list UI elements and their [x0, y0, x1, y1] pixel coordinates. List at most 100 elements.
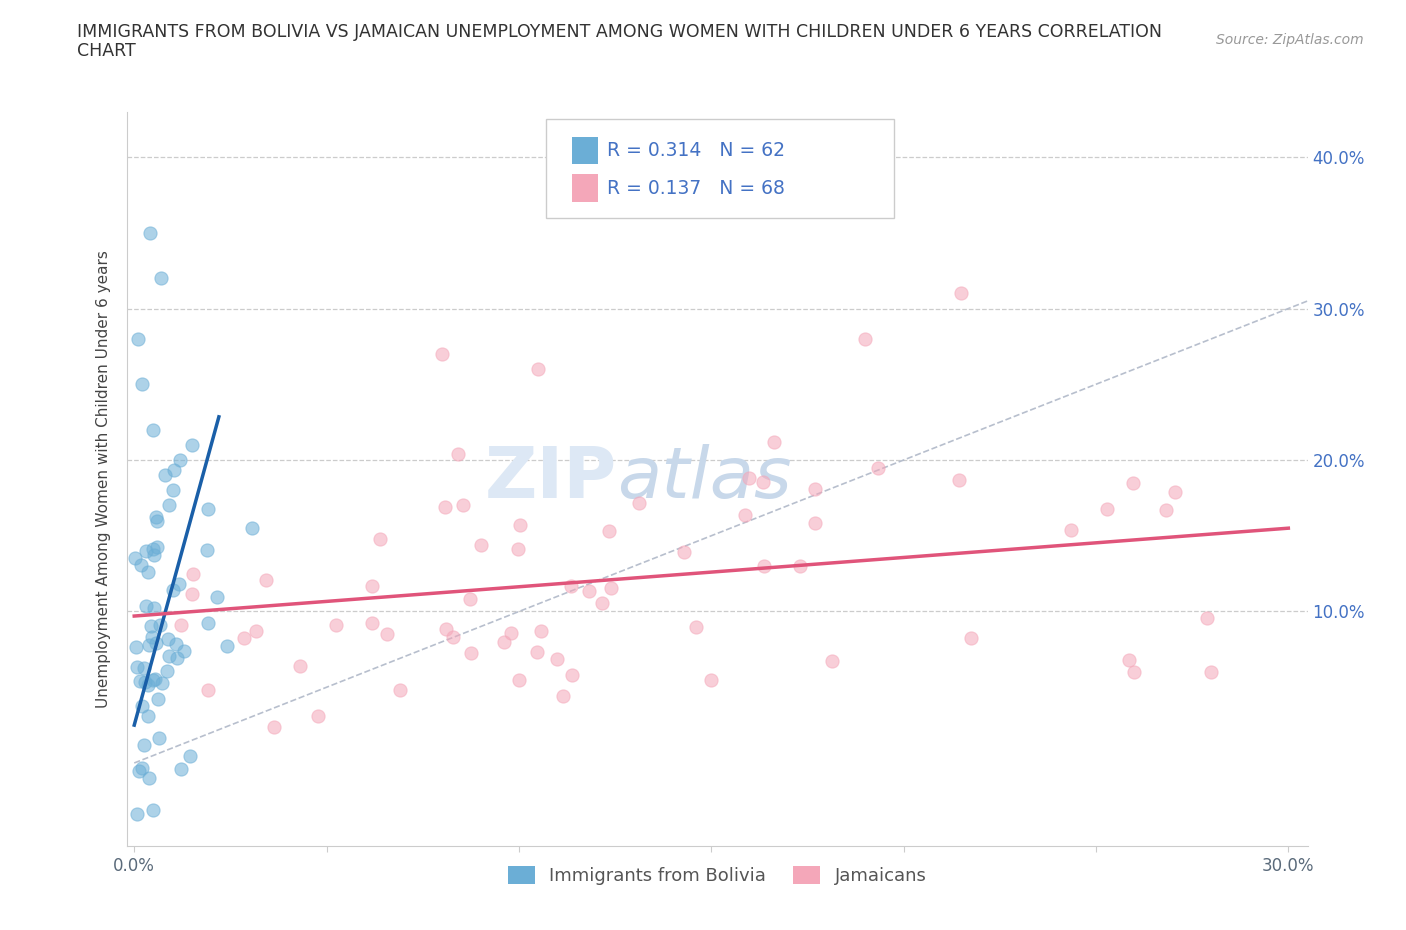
- Point: [508, 672, 530, 687]
- Point: [578, 583, 600, 598]
- Point: [170, 618, 193, 632]
- Point: [375, 627, 398, 642]
- Point: [181, 437, 204, 452]
- Point: [124, 551, 146, 565]
- Point: [125, 806, 148, 821]
- Point: [125, 659, 148, 674]
- Point: [561, 668, 583, 683]
- Point: [195, 542, 218, 557]
- Point: [138, 225, 160, 240]
- Point: [434, 500, 457, 515]
- Bar: [572, 137, 598, 165]
- Point: [205, 590, 228, 604]
- Point: [146, 691, 169, 706]
- Point: [142, 548, 165, 563]
- Point: [145, 510, 167, 525]
- FancyBboxPatch shape: [546, 119, 894, 219]
- Point: [368, 532, 391, 547]
- Point: [598, 523, 620, 538]
- Point: [804, 516, 827, 531]
- Point: [240, 521, 263, 536]
- Point: [157, 648, 180, 663]
- Point: [125, 639, 148, 654]
- Point: [170, 762, 193, 777]
- Point: [165, 636, 187, 651]
- Point: [752, 558, 775, 573]
- Point: [157, 498, 180, 513]
- Point: [142, 803, 165, 817]
- Point: [135, 598, 157, 613]
- Point: [129, 673, 152, 688]
- Point: [434, 622, 457, 637]
- Point: [142, 422, 165, 437]
- Point: [141, 630, 163, 644]
- Point: [263, 720, 285, 735]
- Point: [215, 638, 238, 653]
- Point: [157, 631, 180, 646]
- Point: [136, 678, 159, 693]
- Point: [673, 544, 696, 559]
- Point: [527, 362, 550, 377]
- Point: [254, 573, 277, 588]
- Point: [685, 620, 707, 635]
- Point: [325, 618, 347, 632]
- Point: [134, 674, 156, 689]
- Point: [146, 539, 169, 554]
- Point: [135, 543, 157, 558]
- Text: ZIP: ZIP: [485, 445, 617, 513]
- Point: [451, 498, 474, 512]
- Point: [509, 517, 531, 532]
- Legend: Immigrants from Bolivia, Jamaicans: Immigrants from Bolivia, Jamaicans: [501, 858, 934, 893]
- Point: [506, 541, 529, 556]
- Point: [551, 688, 574, 703]
- Point: [734, 508, 756, 523]
- Point: [153, 468, 176, 483]
- Point: [361, 578, 384, 593]
- Point: [738, 471, 761, 485]
- Point: [138, 565, 160, 579]
- Point: [149, 618, 172, 632]
- Point: [162, 483, 184, 498]
- Point: [948, 472, 970, 487]
- Point: [1095, 501, 1118, 516]
- Point: [245, 623, 267, 638]
- Point: [197, 616, 219, 631]
- Point: [129, 558, 152, 573]
- Point: [181, 567, 204, 582]
- Point: [1123, 665, 1146, 680]
- Point: [752, 474, 775, 489]
- Point: [821, 653, 844, 668]
- Point: [150, 271, 173, 286]
- Point: [233, 631, 256, 645]
- Point: [169, 577, 191, 591]
- Point: [138, 638, 160, 653]
- Point: [389, 683, 412, 698]
- Point: [143, 671, 166, 686]
- Point: [179, 749, 201, 764]
- Point: [127, 331, 149, 346]
- Text: Source: ZipAtlas.com: Source: ZipAtlas.com: [1216, 33, 1364, 46]
- Text: CHART: CHART: [77, 42, 136, 60]
- Point: [142, 672, 165, 687]
- Point: [136, 709, 159, 724]
- Point: [1164, 485, 1187, 499]
- Point: [145, 635, 167, 650]
- Point: [146, 513, 169, 528]
- Point: [470, 538, 492, 553]
- Point: [1201, 665, 1223, 680]
- Point: [546, 651, 568, 666]
- Point: [156, 664, 179, 679]
- Point: [447, 446, 470, 461]
- Point: [173, 644, 195, 659]
- Point: [430, 347, 453, 362]
- Point: [162, 583, 184, 598]
- Point: [361, 616, 384, 631]
- Point: [789, 558, 811, 573]
- Y-axis label: Unemployment Among Women with Children Under 6 years: Unemployment Among Women with Children U…: [96, 250, 111, 708]
- Point: [132, 660, 155, 675]
- Point: [868, 460, 890, 475]
- Point: [134, 738, 156, 753]
- Point: [1154, 503, 1177, 518]
- Point: [128, 764, 150, 778]
- Point: [458, 591, 481, 606]
